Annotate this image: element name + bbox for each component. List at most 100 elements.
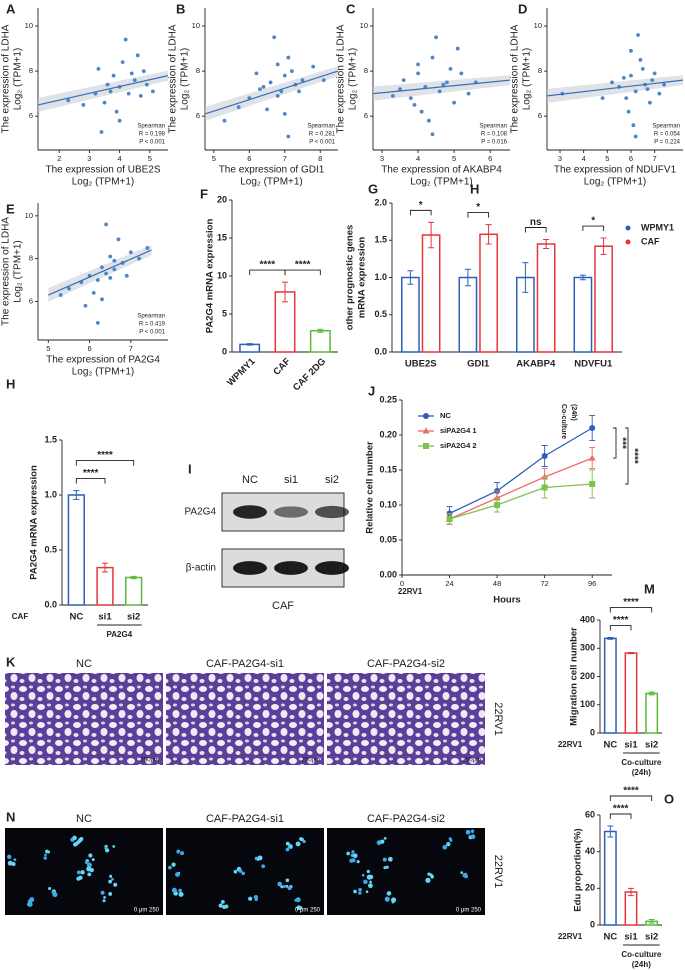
cell (108, 891, 113, 896)
marker (446, 516, 453, 522)
point (419, 109, 424, 114)
cell (222, 905, 227, 909)
x-tick-label: 3 (558, 154, 562, 163)
cell (352, 853, 357, 857)
marker (423, 413, 429, 419)
point (311, 64, 316, 69)
fit-line (204, 70, 339, 115)
significance-label: ns (530, 217, 542, 228)
point (416, 62, 420, 67)
point (222, 118, 227, 123)
y-tick-label: 200 (580, 671, 595, 681)
bar (594, 245, 613, 353)
cell (302, 839, 306, 844)
point (128, 250, 133, 255)
y-tick-label: 10 (360, 21, 368, 30)
cell (383, 866, 387, 870)
x-tick-label: AKABP4 (516, 359, 556, 370)
image-title: CAF-PA2G4-si2 (367, 813, 445, 825)
point (135, 53, 140, 58)
y-tick-label: 20 (217, 194, 227, 204)
point (647, 100, 652, 105)
cell (287, 886, 292, 891)
fit-line (546, 79, 684, 97)
y-tick-label: 10 (192, 21, 200, 30)
point (111, 73, 116, 78)
point (258, 87, 262, 92)
significance-label: **** (295, 260, 311, 271)
point (117, 118, 122, 123)
cell (278, 882, 282, 887)
y-tick-label: 0.10 (379, 499, 397, 509)
cell (218, 903, 223, 908)
group-label: PA2G4 (107, 630, 133, 639)
y-axis-label: The expression of LDHA (1, 217, 12, 326)
x-tick-label: CAF 2DG (291, 356, 328, 393)
x-tick-label: CAF (271, 356, 293, 378)
y-tick-label: 20 (585, 883, 595, 893)
point (96, 66, 101, 71)
cell (253, 894, 259, 900)
point (261, 84, 266, 89)
panel-label: F (200, 186, 208, 201)
cell (76, 870, 81, 875)
group-label: (24h) (632, 960, 651, 969)
point (657, 91, 662, 96)
cell (112, 845, 116, 848)
significance-label: **** (613, 615, 629, 626)
marker (541, 484, 548, 491)
x-tick-label: si1 (624, 932, 638, 943)
cell (446, 841, 451, 847)
marker (589, 481, 596, 487)
image-title: NC (76, 813, 92, 825)
panel-label: K (6, 654, 16, 669)
cell (7, 860, 13, 866)
y-tick-label: 0.00 (379, 569, 397, 579)
cell (442, 844, 448, 850)
significance-label: **** (260, 260, 276, 271)
point (459, 71, 464, 76)
cell (289, 845, 293, 849)
bar (401, 276, 420, 353)
point (297, 89, 301, 94)
significance-bracket (467, 212, 490, 218)
legend-label: WPMY1 (641, 222, 674, 232)
y-tick-label: 6 (29, 296, 33, 305)
y-tick-label: 100 (580, 699, 595, 709)
scale-label: 250μm (302, 758, 320, 764)
series-line (449, 457, 593, 520)
y-tick-label: 6 (538, 111, 542, 120)
y-tick-label: 0.5 (44, 544, 57, 554)
error-bar (648, 919, 655, 924)
x-axis-label: Log₂ (TPM+1) (240, 177, 303, 188)
cell (84, 860, 89, 864)
point (408, 96, 413, 101)
error-bar (407, 270, 414, 285)
cell (176, 850, 180, 854)
significance-label: **** (623, 597, 639, 608)
micrograph (327, 673, 485, 765)
row-label: CAF (12, 612, 29, 621)
point (138, 94, 143, 98)
y-axis-label: Log₂ (TPM+1) (348, 48, 359, 111)
point (624, 96, 629, 101)
y-axis-label: PA2G4 mRNA expression (29, 465, 40, 580)
x-tick-label: 24 (445, 579, 453, 588)
panel-label: M (644, 581, 655, 596)
cell (448, 837, 452, 841)
point (416, 71, 420, 76)
group-label: Co-culture (621, 950, 662, 959)
cell (382, 857, 387, 862)
cell (465, 829, 471, 835)
panel-label: J (368, 383, 375, 398)
cell (358, 887, 362, 892)
error-bar (428, 221, 435, 249)
marker (588, 454, 596, 461)
significance-bracket (284, 269, 321, 276)
micrograph (166, 673, 324, 765)
point (236, 105, 241, 110)
significance-label: * (419, 200, 423, 211)
point (633, 89, 638, 94)
x-axis-label: The expression of UBE2S (45, 165, 160, 176)
image-title: NC (76, 658, 92, 670)
